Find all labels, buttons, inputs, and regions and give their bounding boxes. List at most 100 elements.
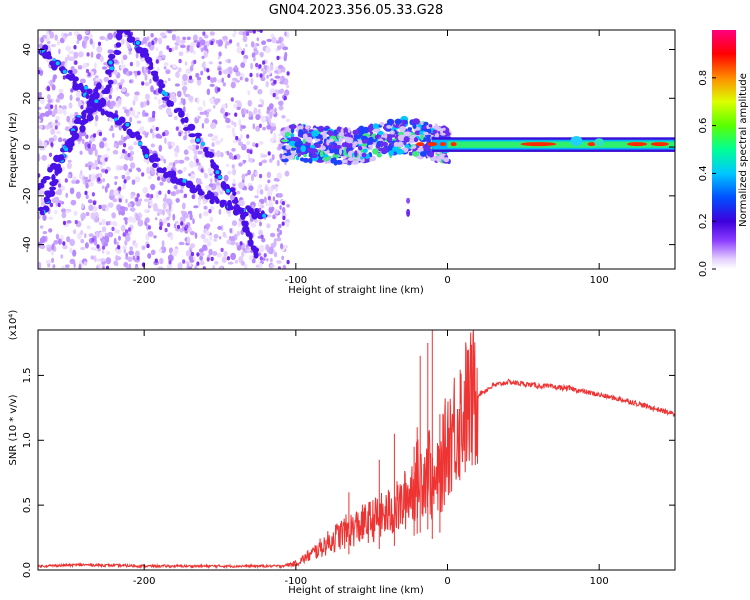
noise-speckle [236, 106, 241, 110]
band-blob [412, 151, 420, 157]
band-blob [353, 134, 362, 140]
noise-speckle [269, 158, 273, 163]
band-blob [434, 132, 439, 139]
colorbar-tick-label: 0.8 [698, 70, 709, 86]
noise-speckle [54, 34, 58, 41]
band-blob [372, 123, 379, 130]
noise-speckle [189, 243, 196, 249]
noise-speckle [69, 238, 75, 247]
noise-speckle [227, 261, 234, 265]
noise-speckle [103, 76, 110, 83]
noise-speckle [102, 265, 105, 269]
band-blob [327, 129, 332, 136]
noise-speckle [236, 46, 243, 54]
noise-speckle [255, 62, 259, 68]
noise-speckle [178, 51, 184, 57]
noise-speckle [66, 115, 71, 123]
feature-blob [252, 247, 260, 253]
noise-speckle [89, 137, 96, 142]
noise-speckle [206, 257, 210, 262]
noise-speckle [180, 210, 185, 214]
feature-blob [180, 182, 186, 187]
noise-speckle [89, 38, 93, 45]
noise-speckle [64, 62, 68, 68]
spectrogram-marks [38, 30, 675, 269]
noise-speckle [92, 205, 98, 212]
noise-speckle [279, 205, 282, 210]
band-blob [284, 131, 291, 137]
colorbar-tick-label: 0.0 [698, 261, 709, 277]
noise-speckle [57, 94, 61, 99]
noise-speckle [85, 30, 89, 34]
noise-speckle [150, 194, 154, 199]
noise-speckle [171, 250, 178, 257]
noise-speckle [285, 118, 291, 123]
noise-speckle [99, 161, 103, 165]
noise-speckle [50, 128, 56, 135]
noise-speckle [178, 132, 182, 137]
band-blob [346, 137, 354, 144]
band-blob [311, 130, 319, 137]
noise-speckle [187, 226, 192, 233]
noise-speckle [155, 191, 159, 199]
noise-speckle [90, 255, 95, 260]
noise-speckle [202, 244, 208, 251]
noise-speckle [101, 218, 106, 226]
noise-speckle [125, 252, 128, 258]
noise-speckle [276, 172, 283, 180]
noise-speckle [231, 120, 234, 126]
noise-speckle [65, 45, 72, 52]
noise-speckle [147, 69, 151, 75]
noise-speckle [188, 266, 192, 269]
noise-speckle [123, 261, 129, 268]
noise-speckle [47, 98, 53, 104]
noise-speckle [96, 45, 103, 53]
noise-speckle [232, 182, 236, 187]
noise-speckle [197, 199, 201, 207]
band-blob [368, 156, 377, 162]
noise-speckle [260, 204, 265, 209]
noise-speckle [48, 152, 53, 157]
noise-speckle [50, 104, 54, 109]
noise-speckle [73, 45, 77, 50]
noise-speckle [260, 234, 264, 239]
noise-speckle [195, 158, 199, 163]
band-peak [416, 142, 425, 147]
noise-speckle [46, 244, 52, 248]
noise-speckle [51, 257, 55, 263]
noise-speckle [84, 177, 88, 185]
noise-speckle [284, 79, 288, 85]
noise-speckle [248, 255, 254, 261]
noise-speckle [259, 51, 264, 58]
noise-speckle [278, 100, 284, 106]
noise-speckle [82, 62, 88, 69]
noise-speckle [278, 143, 283, 150]
noise-speckle [135, 60, 140, 67]
noise-speckle [122, 245, 127, 250]
noise-speckle [210, 122, 217, 130]
noise-speckle [273, 79, 277, 85]
feature-blob [240, 212, 246, 220]
noise-speckle [72, 249, 77, 257]
noise-speckle [218, 208, 222, 215]
feature-peak [226, 188, 230, 193]
noise-speckle [285, 31, 290, 39]
noise-speckle [113, 237, 117, 245]
band-peak [427, 142, 438, 147]
noise-speckle [108, 202, 114, 208]
noise-speckle [256, 72, 259, 78]
noise-speckle [284, 31, 287, 37]
noise-speckle [118, 235, 121, 241]
noise-speckle [146, 193, 150, 198]
noise-speckle [107, 100, 111, 108]
band-peak [650, 142, 669, 147]
feature-blob [248, 232, 253, 241]
noise-speckle [174, 159, 180, 164]
band-blob [288, 124, 297, 130]
noise-speckle [88, 204, 94, 212]
noise-speckle [134, 114, 140, 119]
noise-speckle [69, 113, 74, 119]
noise-speckle [128, 51, 132, 55]
band-blob [414, 130, 422, 136]
noise-speckle [277, 193, 283, 198]
